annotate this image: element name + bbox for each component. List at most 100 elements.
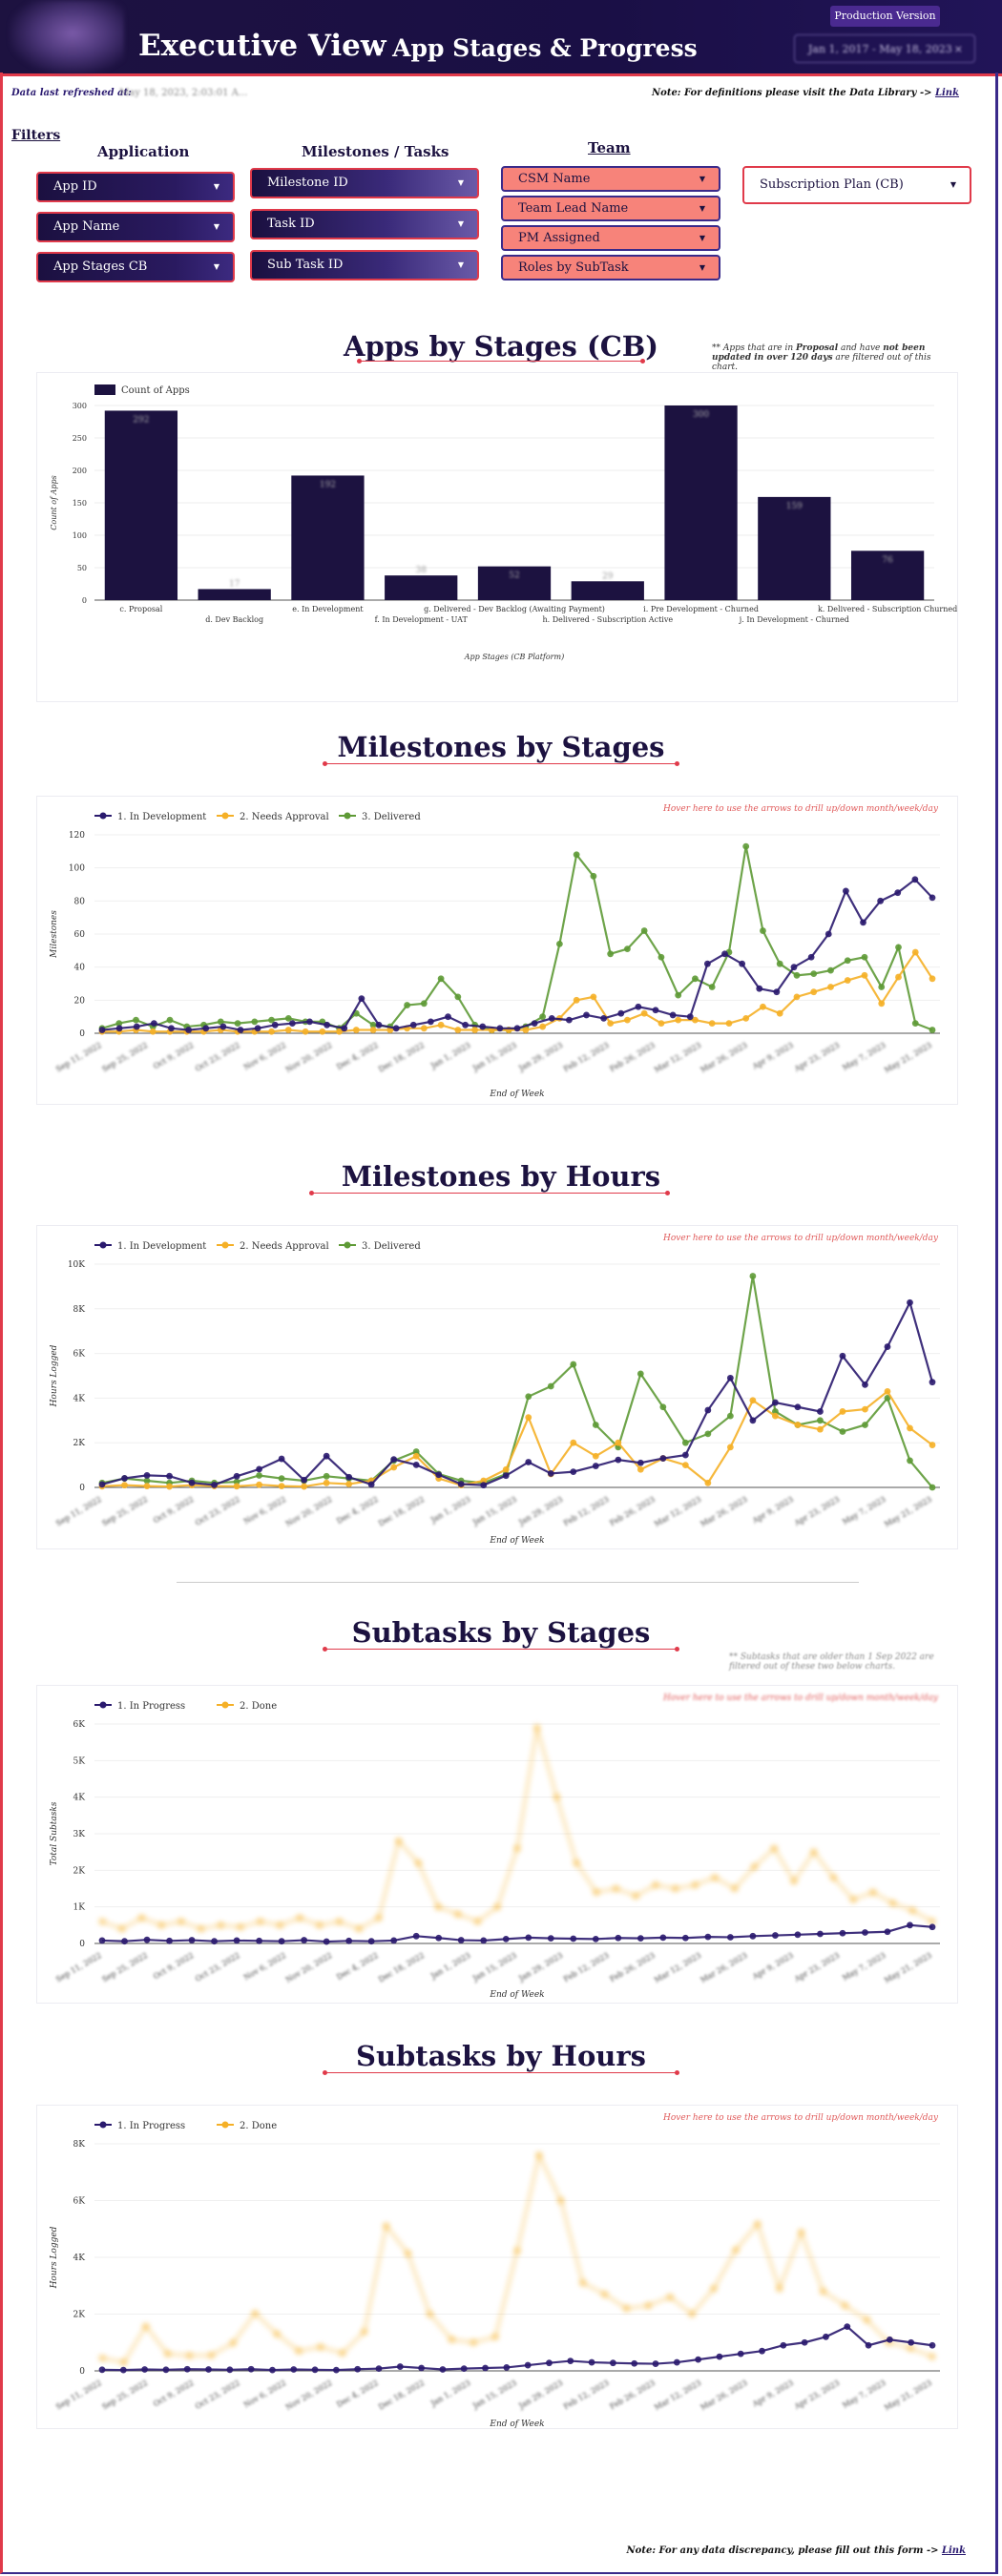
x-axis-title: End of Week [489, 1090, 544, 1099]
data-point [491, 2333, 499, 2340]
roles-by-subtask-filter[interactable]: Roles by SubTask ▼ [501, 255, 720, 280]
data-point [341, 1025, 348, 1032]
pm-assigned-filter[interactable]: PM Assigned ▼ [501, 225, 720, 251]
drill-hint[interactable]: Hover here to use the arrows to drill up… [663, 1693, 938, 1703]
data-point [644, 2302, 652, 2309]
x-tick-label: Apr 9, 2023 [750, 1495, 795, 1526]
data-point [652, 1007, 659, 1014]
data-point [637, 1370, 644, 1378]
x-tick-label: Feb 26, 2023 [608, 1041, 657, 1073]
data-point [141, 2366, 149, 2373]
legend-marker [344, 812, 351, 820]
data-point [567, 2358, 574, 2364]
data-point [268, 1028, 275, 1035]
x-axis-title: End of Week [489, 2420, 544, 2429]
x-tick-label: Oct 9, 2022 [152, 1951, 196, 1981]
dropdown-caret-icon: ▼ [699, 234, 705, 242]
data-point [929, 894, 936, 902]
app-name-filter[interactable]: App Name ▼ [36, 212, 235, 242]
data-point [652, 2360, 659, 2367]
csm-name-filter[interactable]: CSM Name ▼ [501, 166, 720, 192]
y-tick-label: 2K [73, 2311, 86, 2320]
data-point [166, 1016, 174, 1024]
x-tick-label: Nov 6, 2022 [242, 2379, 287, 2410]
data-point [884, 1395, 891, 1402]
x-tick-label: c. Proposal [119, 605, 162, 613]
legend-marker [99, 812, 107, 820]
data-point [479, 1023, 487, 1030]
y-tick-label: 5K [73, 1756, 86, 1766]
y-axis-title: Total Subtasks [50, 1801, 59, 1865]
data-point [295, 2347, 303, 2355]
filter-label: Roles by SubTask [518, 260, 629, 275]
data-point [862, 1422, 868, 1428]
data-point [732, 2246, 740, 2254]
data-point [284, 1015, 292, 1022]
x-tick-label: Jan 1, 2023 [428, 1951, 471, 1981]
legend-label: 1. In Development [117, 812, 206, 822]
data-point [319, 1028, 326, 1035]
sub-task-id-filter[interactable]: Sub Task ID ▼ [250, 250, 479, 280]
data-point [613, 1885, 619, 1892]
data-point [278, 1483, 285, 1489]
discrepancy-form-link[interactable]: Link [941, 2545, 966, 2556]
filter-label: Subscription Plan (CB) [760, 177, 904, 192]
data-point [615, 1934, 622, 1942]
filter-label: Team Lead Name [518, 201, 629, 216]
x-tick-label: Oct 23, 2022 [194, 1041, 241, 1073]
data-point [119, 2366, 127, 2374]
subtasks-by-hours-title: Subtasks by Hours [356, 2040, 646, 2072]
data-point [726, 1412, 734, 1420]
data-point [435, 1471, 443, 1479]
data-point [666, 2294, 674, 2301]
drill-hint[interactable]: Hover here to use the arrows to drill up… [663, 1234, 938, 1243]
series-line [101, 878, 933, 1031]
data-point [278, 1455, 285, 1463]
data-point [770, 1844, 778, 1852]
data-point [358, 995, 365, 1002]
data-point [531, 1020, 538, 1027]
data-point [907, 1424, 913, 1432]
data-point [115, 1025, 123, 1032]
title-underline [323, 761, 679, 766]
clear-icon[interactable]: × [953, 43, 963, 55]
data-point [681, 1439, 689, 1446]
dropdown-caret-icon: ▼ [950, 180, 956, 189]
data-point [726, 1934, 734, 1941]
data-point [513, 1025, 521, 1032]
data-point [601, 2291, 608, 2298]
data-point [502, 1465, 510, 1473]
data-point [929, 975, 936, 983]
definitions-link[interactable]: Link [934, 88, 959, 98]
data-point [635, 1003, 642, 1010]
app-id-filter[interactable]: App ID ▼ [36, 172, 235, 202]
data-point [704, 1430, 712, 1438]
data-point [704, 1933, 712, 1941]
definitions-note: Note: For definitions please visit the D… [652, 88, 959, 98]
data-point [592, 1936, 599, 1942]
data-point [615, 1439, 622, 1446]
drill-hint[interactable]: Hover here to use the arrows to drill up… [663, 804, 938, 814]
data-point [907, 1457, 913, 1465]
y-tick-label: 4K [73, 1794, 86, 1803]
team-lead-filter[interactable]: Team Lead Name ▼ [501, 196, 720, 221]
subscription-plan-filter[interactable]: Subscription Plan (CB) ▼ [742, 166, 971, 204]
data-point [742, 842, 750, 850]
x-tick-label: Nov 6, 2022 [242, 1951, 287, 1983]
milestone-id-filter[interactable]: Milestone ID ▼ [250, 168, 479, 198]
data-point [793, 971, 801, 979]
filter-label: Milestone ID [267, 176, 348, 190]
data-point [652, 1881, 659, 1889]
title-underline [323, 1647, 679, 1652]
y-tick-label: 80 [74, 897, 86, 906]
data-point [256, 1481, 262, 1488]
team-heading: Team [588, 139, 631, 156]
note-text: are filtered out of this chart. [712, 353, 931, 372]
date-range-control[interactable]: Jan 1, 2017 - May 18, 2023 × [794, 34, 975, 63]
data-point [830, 1874, 837, 1881]
drill-hint[interactable]: Hover here to use the arrows to drill up… [663, 2113, 938, 2123]
data-point [590, 993, 597, 1001]
app-stages-filter[interactable]: App Stages CB ▼ [36, 252, 235, 282]
data-point [133, 1016, 139, 1024]
task-id-filter[interactable]: Task ID ▼ [250, 209, 479, 239]
